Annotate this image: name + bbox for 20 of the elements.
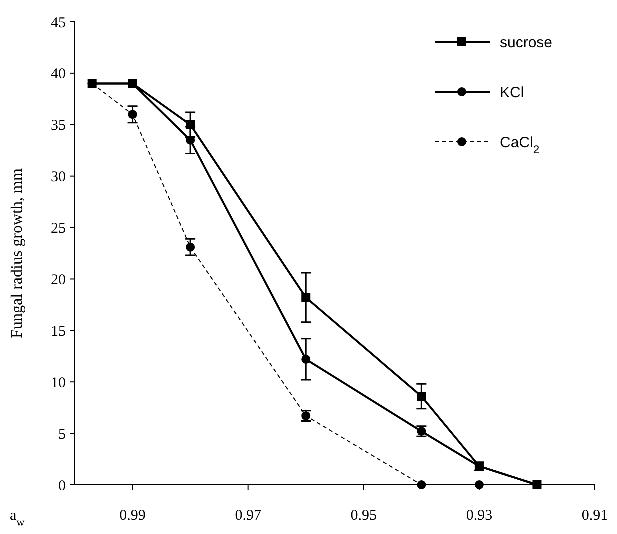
y-tick-label: 10 [51,375,66,392]
x-tick-label: 0.95 [350,508,378,524]
y-tick-label: 20 [51,272,66,288]
y-axis-title: Fungal radius growth, mm [9,168,26,338]
y-tick-label: 30 [51,170,66,186]
legend-label: KCl [500,84,524,102]
y-tick-label: 45 [51,15,66,32]
y-tick-label: 15 [51,324,66,340]
x-tick-label: 0.93 [466,508,493,524]
legend-label: CaCl$_{2}$ [500,134,540,156]
y-tick-label: 35 [51,118,66,134]
y-tick-label: 25 [51,221,66,238]
legend-label: sucrose [500,34,553,52]
x-tick-label: 0.99 [120,508,146,524]
y-tick-label: 0 [58,478,66,494]
y-tick-label: 5 [58,426,66,443]
x-tick-label: 0.97 [235,508,262,524]
x-tick-label: 0.91 [582,508,608,524]
y-tick-label: 40 [51,66,66,83]
x-axis-title: a$_{w}$ [10,508,26,529]
